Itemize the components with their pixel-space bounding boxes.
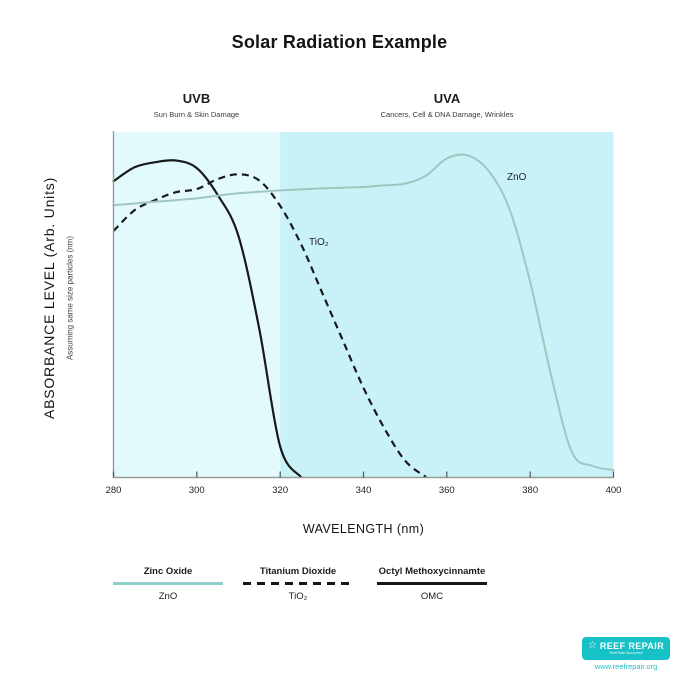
uva-header: UVA Cancers, Cell & DNA Damage, Wrinkles — [280, 91, 614, 119]
star-icon: ☆ — [587, 640, 597, 652]
uvb-subtitle: Sun Burn & Skin Damage — [153, 110, 240, 119]
uvb-header: UVB Sun Burn & Skin Damage — [113, 91, 280, 119]
tio2-curve — [112, 173, 427, 478]
x-tick-360: 360 — [438, 485, 455, 496]
x-tick-320: 320 — [272, 485, 289, 496]
legend-abbr-tio2: TiO₂ — [288, 590, 308, 602]
legend-swatch-omc-line — [377, 582, 487, 585]
x-tick-280: 280 — [105, 485, 122, 496]
legend-swatch-tio2-line — [243, 582, 353, 585]
zno-curve-label: ZnO — [507, 172, 527, 183]
uvb-label: UVB — [182, 91, 211, 106]
legend-name-omc: Octyl Methoxycinnamte — [378, 566, 486, 577]
x-tick-340: 340 — [355, 485, 372, 496]
uva-label: UVA — [433, 91, 461, 106]
legend-name-titanium-dioxide: Titanium Dioxide — [259, 566, 337, 577]
legend-abbr-zno: ZnO — [158, 590, 178, 602]
x-axis-ticks — [112, 471, 615, 478]
logo-text: REEF REPAIR — [599, 640, 665, 651]
x-tick-400: 400 — [605, 485, 622, 496]
tio2-curve-label: TiO₂ — [309, 237, 329, 248]
x-tick-300: 300 — [188, 485, 205, 496]
legend-item-octyl-methoxycinnamate: Octyl Methoxycinnamte OMC — [377, 566, 487, 602]
zno-curve — [112, 153, 615, 472]
uva-subtitle: Cancers, Cell & DNA Damage, Wrinkles — [380, 110, 514, 119]
legend-swatch-zno-line — [113, 582, 223, 585]
legend-item-zinc-oxide: Zinc Oxide ZnO — [113, 566, 223, 602]
reef-repair-logo: ☆ REEF REPAIR Reef Safe Sunscreen — [582, 637, 670, 660]
x-axis-label: WAVELENGTH (nm) — [302, 522, 425, 536]
y-axis-label: ABSORBANCE LEVEL (Arb. Units) — [41, 176, 57, 420]
website-link: www.reefrepair.org — [594, 662, 658, 671]
legend-abbr-omc: OMC — [420, 590, 444, 602]
legend-item-titanium-dioxide: Titanium Dioxide TiO₂ — [243, 566, 353, 602]
legend-name-zinc-oxide: Zinc Oxide — [143, 566, 193, 577]
page-title: Solar Radiation Example — [231, 32, 448, 52]
uva-region — [280, 132, 614, 477]
x-tick-380: 380 — [522, 485, 539, 496]
logo-row: ☆ REEF REPAIR — [588, 641, 664, 651]
logo-tagline: Reef Safe Sunscreen — [609, 651, 643, 656]
y-axis-note: Assuming same size particles (nm) — [65, 235, 75, 361]
omc-curve — [112, 159, 303, 479]
